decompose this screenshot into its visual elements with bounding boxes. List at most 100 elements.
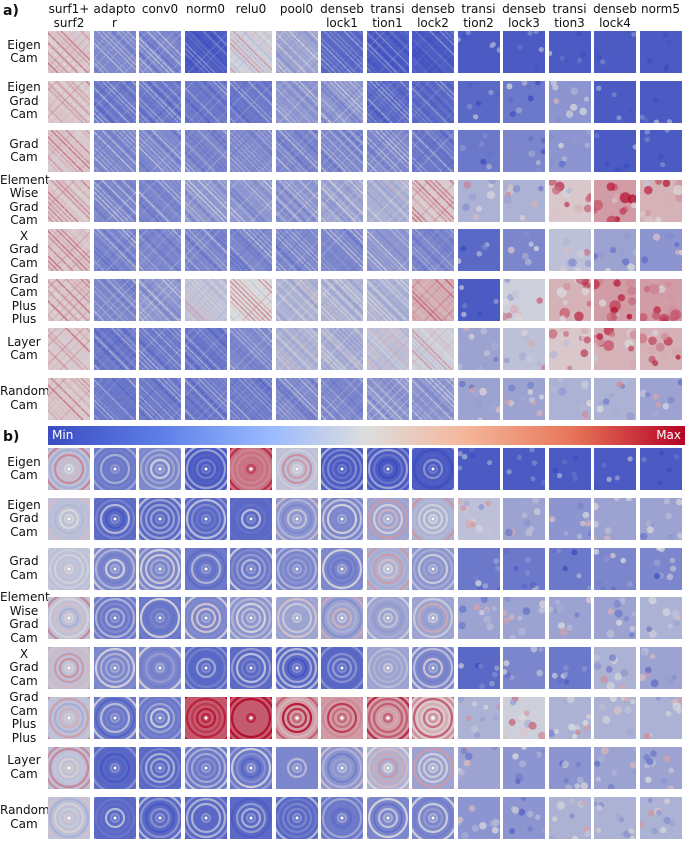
- heatmap-tile: [48, 130, 90, 172]
- heatmap-tile: [139, 130, 181, 172]
- heatmap-tile: [457, 647, 500, 690]
- panel-b-letter: b): [3, 429, 20, 445]
- heatmap-tile: [230, 597, 272, 640]
- heatmap-tile: [139, 377, 181, 420]
- heatmap-tile: [594, 697, 636, 739]
- heatmap-tile: [93, 80, 136, 123]
- heatmap-tile: [184, 229, 227, 271]
- row-label: Random Cam: [0, 384, 50, 412]
- heatmap-tile: [275, 229, 318, 271]
- row-label: Element Wise Grad Cam: [0, 172, 50, 227]
- column-header: adapto r: [93, 2, 136, 30]
- heatmap-tile: [184, 377, 227, 420]
- heatmap-tile: [48, 497, 90, 540]
- panel-a: a) surf1+ surf2 adapto r conv0 norm0 relu0 po…: [0, 0, 685, 422]
- heatmap-tile: [48, 796, 90, 839]
- column-header: transi tion3: [552, 2, 587, 30]
- panel-a-letter: a): [3, 3, 19, 19]
- heatmap-tile: [321, 647, 363, 690]
- heatmap-tile: [275, 497, 318, 540]
- heatmap-tile: [184, 179, 227, 222]
- heatmap-tile: [412, 647, 454, 690]
- heatmap-tile: [139, 278, 181, 321]
- heatmap-tile: [594, 179, 636, 222]
- heatmap-tile: [594, 377, 636, 420]
- heatmap-tile: [230, 31, 272, 73]
- heatmap-tile: [139, 328, 181, 370]
- heatmap-tile: [594, 80, 636, 123]
- heatmap-tile: [275, 80, 318, 123]
- heatmap-tile: [93, 278, 136, 321]
- heatmap-tile: [48, 328, 90, 370]
- heatmap-tile: [93, 697, 136, 739]
- heatmap-tile: [639, 80, 682, 123]
- heatmap-tile: [639, 229, 682, 271]
- column-header: transi tion2: [461, 2, 496, 30]
- heatmap-tile: [275, 647, 318, 690]
- heatmap-tile: [93, 377, 136, 420]
- heatmap-tile: [184, 597, 227, 640]
- heatmap-tile: [548, 746, 591, 789]
- colorbar-max-label: Max: [656, 428, 681, 442]
- heatmap-tile: [503, 130, 545, 172]
- heatmap-tile: [594, 547, 636, 590]
- heatmap-tile: [457, 179, 500, 222]
- heatmap-tile: [184, 547, 227, 590]
- heatmap-tile: [412, 448, 454, 490]
- heatmap-tile: [230, 746, 272, 789]
- heatmap-tile: [548, 547, 591, 590]
- heatmap-tile: [548, 697, 591, 739]
- heatmap-tile: [639, 597, 682, 640]
- heatmap-tile: [230, 796, 272, 839]
- heatmap-tile: [457, 796, 500, 839]
- panel-b: b) Min Max Eigen Cam Eigen Grad Cam Grad C…: [0, 426, 685, 845]
- heatmap-tile: [503, 796, 545, 839]
- heatmap-tile: [457, 80, 500, 123]
- heatmap-tile: [230, 130, 272, 172]
- heatmap-tile: [48, 278, 90, 321]
- heatmap-tile: [457, 130, 500, 172]
- heatmap-tile: [639, 448, 682, 490]
- heatmap-tile: [230, 497, 272, 540]
- heatmap-tile: [412, 377, 454, 420]
- heatmap-tile: [184, 796, 227, 839]
- heatmap-tile: [48, 229, 90, 271]
- row-label: Layer Cam: [7, 753, 41, 781]
- heatmap-tile: [139, 179, 181, 222]
- heatmap-tile: [93, 796, 136, 839]
- heatmap-tile: [412, 796, 454, 839]
- heatmap-tile: [412, 31, 454, 73]
- heatmap-tile: [48, 597, 90, 640]
- heatmap-tile: [321, 130, 363, 172]
- heatmap-tile: [184, 278, 227, 321]
- column-header: denseb lock4: [593, 2, 637, 30]
- heatmap-tile: [93, 179, 136, 222]
- heatmap-tile: [184, 448, 227, 490]
- heatmap-tile: [184, 697, 227, 739]
- row-label: Eigen Cam: [7, 454, 41, 482]
- heatmap-tile: [139, 647, 181, 690]
- heatmap-tile: [230, 697, 272, 739]
- row-label: Eigen Grad Cam: [7, 497, 41, 539]
- heatmap-tile: [594, 229, 636, 271]
- heatmap-tile: [230, 229, 272, 271]
- heatmap-tile: [366, 697, 409, 739]
- heatmap-tile: [275, 31, 318, 73]
- heatmap-tile: [594, 328, 636, 370]
- heatmap-tile: [412, 497, 454, 540]
- heatmap-tile: [275, 597, 318, 640]
- heatmap-tile: [184, 80, 227, 123]
- heatmap-tile: [548, 647, 591, 690]
- heatmap-tile: [321, 796, 363, 839]
- heatmap-tile: [48, 448, 90, 490]
- heatmap-tile: [366, 497, 409, 540]
- heatmap-tile: [93, 746, 136, 789]
- heatmap-tile: [548, 31, 591, 73]
- heatmap-tile: [366, 547, 409, 590]
- colorbar-min-label: Min: [52, 428, 74, 442]
- heatmap-tile: [275, 179, 318, 222]
- row-label: Element Wise Grad Cam: [0, 590, 50, 645]
- column-header: surf1+ surf2: [48, 2, 90, 30]
- heatmap-tile: [412, 697, 454, 739]
- row-label: Grad Cam: [9, 554, 39, 582]
